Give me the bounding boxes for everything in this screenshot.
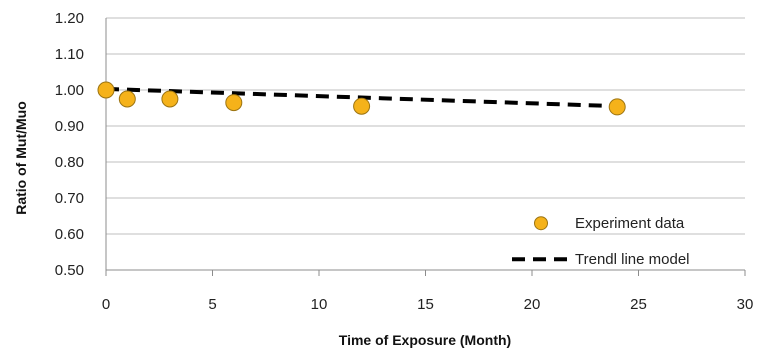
data-series	[97, 81, 626, 116]
legend-label: Trendl line model	[575, 251, 690, 268]
y-tick-label: 1.00	[55, 82, 84, 99]
legend-marker-experiment	[534, 216, 548, 231]
y-tick-labels: 0.50 0.60 0.70 0.80 0.90 1.00 1.10 1.20	[55, 10, 84, 279]
legend: Experiment data Trendl line model	[512, 215, 690, 268]
data-point	[118, 90, 136, 108]
legend-label: Experiment data	[575, 215, 685, 232]
x-tick-label: 5	[208, 296, 216, 313]
x-tick-label: 15	[417, 296, 434, 313]
axes	[105, 18, 746, 276]
y-tick-label: 1.20	[55, 10, 84, 27]
x-tick-label: 20	[524, 296, 541, 313]
y-tick-label: 0.80	[55, 154, 84, 171]
x-tick-label: 25	[630, 296, 647, 313]
y-tick-label: 0.50	[55, 262, 84, 279]
x-tick-label: 30	[737, 296, 754, 313]
data-point	[97, 81, 115, 99]
data-point	[353, 97, 371, 115]
trend-line	[105, 86, 618, 109]
data-point	[161, 90, 179, 108]
x-tick-labels: 0 5 10 15 20 25 30	[102, 296, 754, 313]
y-tick-label: 1.10	[55, 46, 84, 63]
y-tick-label: 0.70	[55, 190, 84, 207]
y-tick-label: 0.60	[55, 226, 84, 243]
gridlines	[106, 17, 745, 271]
data-point	[225, 94, 243, 112]
x-tick-label: 0	[102, 296, 110, 313]
x-axis-title: Time of Exposure (Month)	[339, 332, 511, 348]
data-point	[608, 98, 626, 116]
y-axis-title: Ratio of Mut/Muo	[13, 101, 29, 215]
x-tick-label: 10	[311, 296, 328, 313]
y-tick-label: 0.90	[55, 118, 84, 135]
